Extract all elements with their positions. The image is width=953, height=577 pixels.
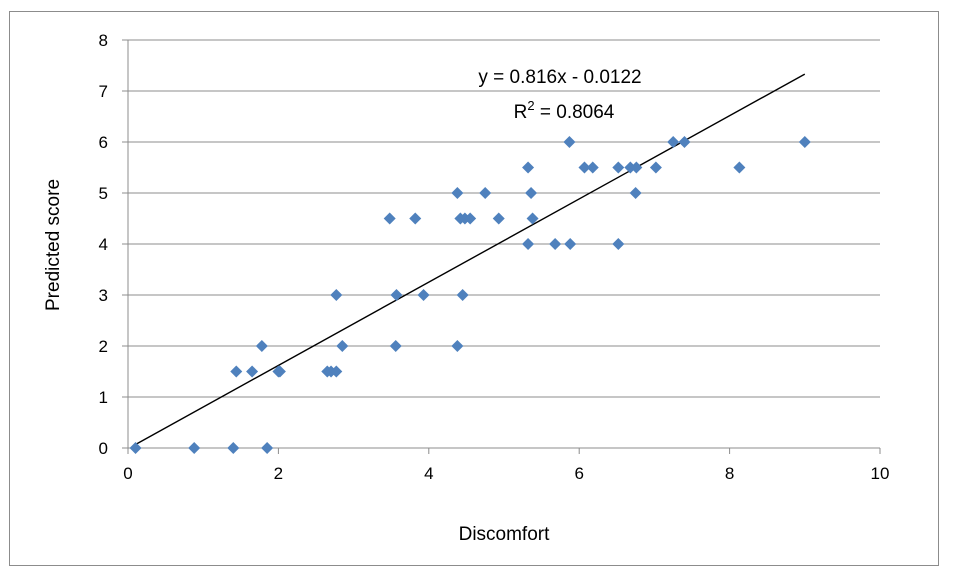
data-point-4 <box>230 365 243 378</box>
x-tick-label-6: 6 <box>574 464 583 483</box>
y-tick-label-5: 5 <box>99 184 108 203</box>
data-point-36 <box>586 161 599 174</box>
y-axis-title: Predicted score <box>43 179 64 311</box>
grid-lines <box>128 39 880 398</box>
data-point-16 <box>390 289 403 301</box>
y-tick-label-1: 1 <box>99 388 108 407</box>
data-point-40 <box>649 161 662 174</box>
data-point-12 <box>336 340 349 352</box>
data-point-26 <box>451 187 464 199</box>
data-point-27 <box>479 187 492 199</box>
trendline-equation-label: y = 0.816x - 0.0122 <box>478 67 641 88</box>
x-tick-label-10: 10 <box>871 464 890 483</box>
y-tick-label-6: 6 <box>99 133 108 152</box>
r-squared-superscript: 2 <box>527 98 534 113</box>
data-point-11 <box>255 340 268 352</box>
data-point-15 <box>330 289 343 301</box>
x-tick-label-0: 0 <box>123 464 132 483</box>
tick-labels: 0 1 2 3 4 5 6 7 8 0 2 4 6 8 10 <box>99 31 890 483</box>
data-point-24 <box>492 212 505 225</box>
data-point-34 <box>522 161 535 174</box>
data-point-7 <box>273 365 286 378</box>
data-point-38 <box>624 161 637 174</box>
data-point-17 <box>417 289 430 301</box>
y-tick-label-7: 7 <box>99 82 108 101</box>
data-point-2 <box>227 442 240 454</box>
x-tick-label-2: 2 <box>274 464 283 483</box>
data-point-43 <box>667 136 680 148</box>
r-squared-label: R2 = 0.8064 <box>514 98 615 123</box>
data-point-42 <box>563 136 576 148</box>
y-tick-label-8: 8 <box>99 31 108 50</box>
r-squared-prefix: R <box>514 102 528 123</box>
data-point-35 <box>578 161 591 174</box>
data-point-3 <box>261 442 274 454</box>
data-point-45 <box>798 136 811 148</box>
data-point-44 <box>678 136 691 148</box>
data-point-1 <box>188 442 201 454</box>
axes <box>122 39 881 454</box>
data-point-39 <box>630 161 643 174</box>
trendline-line <box>135 73 806 446</box>
data-point-18 <box>456 289 469 301</box>
data-point-28 <box>525 187 538 199</box>
data-point-0 <box>129 442 142 454</box>
data-point-31 <box>549 238 562 250</box>
data-points <box>129 136 811 454</box>
data-point-23 <box>464 212 477 225</box>
data-point-25 <box>526 212 539 225</box>
y-tick-label-2: 2 <box>99 337 108 356</box>
data-point-13 <box>389 340 402 352</box>
r-squared-value: = 0.8064 <box>535 102 615 123</box>
data-point-10 <box>330 365 343 378</box>
y-tick-label-3: 3 <box>99 286 108 305</box>
x-axis-title: Discomfort <box>459 524 551 545</box>
data-point-41 <box>733 161 746 174</box>
data-point-5 <box>246 365 259 378</box>
y-tick-label-4: 4 <box>99 235 108 254</box>
chart-frame <box>9 11 939 566</box>
data-point-37 <box>612 161 625 174</box>
data-point-20 <box>409 212 422 225</box>
data-point-33 <box>612 238 625 250</box>
data-point-30 <box>522 238 535 250</box>
trendline <box>135 73 806 446</box>
data-point-19 <box>383 212 396 225</box>
y-tick-label-0: 0 <box>99 439 108 458</box>
x-tick-label-4: 4 <box>424 464 433 483</box>
x-tick-label-8: 8 <box>725 464 734 483</box>
data-point-14 <box>451 340 464 352</box>
data-point-32 <box>564 238 577 250</box>
data-point-29 <box>629 187 642 199</box>
